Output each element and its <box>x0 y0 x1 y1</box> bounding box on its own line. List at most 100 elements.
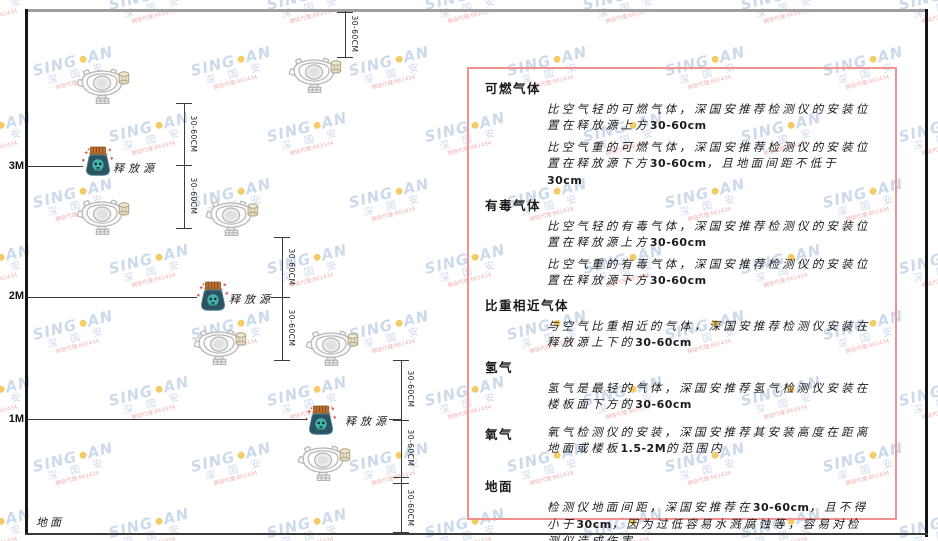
release-source-label: 释放源 <box>345 415 390 428</box>
release-source-label: 释放源 <box>229 293 274 306</box>
watermark-dot-icon <box>0 384 6 393</box>
gas-detector-icon <box>193 327 247 365</box>
section-heading-oxygen: 氧气 <box>485 427 514 442</box>
dimension-label: 30-60CM <box>350 15 359 53</box>
watermark-dot-icon <box>395 54 404 63</box>
gas-detector-icon <box>297 443 351 481</box>
dimension-label: 30-60CM <box>189 115 198 153</box>
dimension-tick <box>337 57 353 58</box>
ground-line <box>25 533 928 535</box>
dimension-label: 30-60CM <box>406 489 415 527</box>
dimension-tick <box>393 532 409 533</box>
height-label-1m: 1M <box>8 413 24 425</box>
watermark-dot-icon <box>0 120 6 129</box>
section-heading-similar-density-gas: 比重相近气体 <box>485 298 570 313</box>
watermark-dot-icon <box>313 516 322 525</box>
ground-label: 地面 <box>36 516 64 529</box>
watermark-dot-icon <box>79 318 88 327</box>
watermark-dot-icon <box>237 54 246 63</box>
connector-line <box>389 419 401 420</box>
height-label-3m: 3M <box>8 160 24 172</box>
section-paragraph: 比空气轻的可燃气体，深国安推荐检测仪的安装位置在释放源上方30-60cm <box>547 102 871 132</box>
watermark-dot-icon <box>155 252 164 261</box>
left-wall-line <box>25 9 28 535</box>
watermark-dot-icon <box>313 120 322 129</box>
leader-line-1m <box>27 419 307 420</box>
gas-detector-icon <box>76 197 130 235</box>
right-wall-line <box>925 9 928 537</box>
gas-detector-icon <box>288 55 342 93</box>
dimension-label: 30-60CM <box>287 248 296 286</box>
guidelines-panel: 可燃气体 比空气轻的可燃气体，深国安推荐检测仪的安装位置在释放源上方30-60c… <box>467 67 897 541</box>
section-paragraph: 氧气检测仪的安装，深国安推荐其安装高度在距离地面或楼板1.5-2M的范围内 <box>547 425 871 455</box>
dimension-line <box>401 360 402 533</box>
section-heading-flammable-gas: 可燃气体 <box>485 81 542 96</box>
watermark-dot-icon <box>395 186 404 195</box>
watermark-dot-icon <box>869 54 878 63</box>
section-heading-hydrogen: 氢气 <box>485 360 514 375</box>
section-oxygen: 氧气 氧气检测仪的安装，深国安推荐其安装高度在距离地面或楼板1.5-2M的范围内 <box>485 418 873 462</box>
section-toxic-gas: 有毒气体 比空气轻的有毒气体，深国安推荐检测仪的安装位置在释放源上方30-60c… <box>485 195 873 289</box>
gas-detector-icon <box>205 198 259 236</box>
release-source-icon <box>81 145 115 181</box>
release-source-icon <box>304 404 338 440</box>
height-label-2m: 2M <box>8 290 24 302</box>
dimension-tick <box>393 360 409 361</box>
dimension-tick <box>393 483 409 484</box>
dimension-tick <box>337 12 353 13</box>
watermark-dot-icon <box>79 54 88 63</box>
dimension-label: 30-60CM <box>189 177 198 215</box>
dimension-tick <box>274 237 290 238</box>
section-paragraph: 比空气轻的有毒气体，深国安推荐检测仪的安装位置在释放源上方30-60cm <box>547 219 871 249</box>
watermark-dot-icon <box>0 516 6 525</box>
watermark-dot-icon <box>0 252 6 261</box>
leader-line-2m <box>27 297 197 298</box>
section-flammable-gas: 可燃气体 比空气轻的可燃气体，深国安推荐检测仪的安装位置在释放源上方30-60c… <box>485 78 873 189</box>
section-paragraph: 氢气是最轻的气体，深国安推荐氢气检测仪安装在楼板面下方的30-60cm <box>547 381 871 411</box>
watermark-dot-icon <box>155 120 164 129</box>
release-source-icon <box>196 280 230 316</box>
watermark-dot-icon <box>79 186 88 195</box>
ceiling-line <box>25 9 928 12</box>
dimension-tick <box>274 360 290 361</box>
section-paragraph: 比空气重的可燃气体，深国安推荐检测仪的安装位置在释放源下方30-60cm，且地面… <box>547 140 871 187</box>
section-heading-ground: 地面 <box>485 479 514 494</box>
watermark-dot-icon <box>711 54 720 63</box>
watermark-dot-icon <box>237 450 246 459</box>
watermark-dot-icon <box>155 516 164 525</box>
watermark-dot-icon <box>155 384 164 393</box>
gas-detector-icon <box>76 66 130 104</box>
dimension-tick <box>176 228 192 229</box>
dimension-line <box>282 237 283 360</box>
dimension-label: 30-60CM <box>287 309 296 347</box>
section-paragraph: 检测仪地面间距，深国安推荐在30-60cm，且不得小于30cm，因为过低容易水溅… <box>547 500 869 541</box>
watermark-dot-icon <box>313 384 322 393</box>
dimension-tick <box>176 165 192 166</box>
